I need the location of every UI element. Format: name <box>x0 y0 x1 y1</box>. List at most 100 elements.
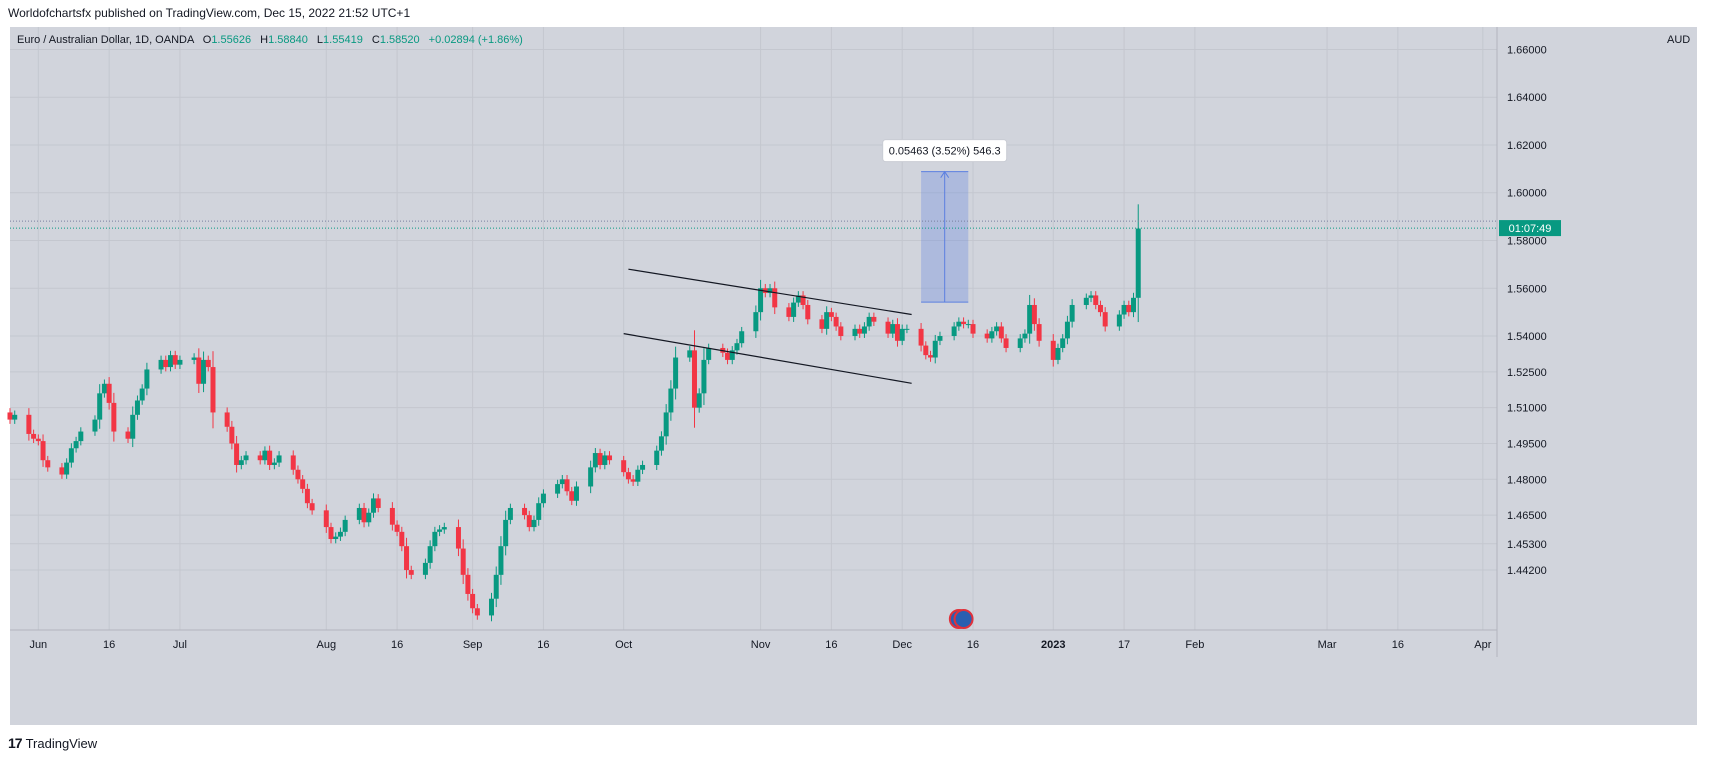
x-tick-label: Sep <box>463 639 483 651</box>
x-tick-label: Oct <box>615 639 632 651</box>
candle-body <box>370 498 376 513</box>
candle-body <box>734 343 740 351</box>
candle-body <box>45 460 51 468</box>
candle-body <box>328 527 334 540</box>
candle-body <box>422 562 428 575</box>
candle-body <box>234 443 240 465</box>
candle-body <box>805 304 811 320</box>
candle-body <box>333 536 339 540</box>
x-tick-label: Aug <box>316 639 336 651</box>
tradingview-logo-icon: 17 <box>8 735 23 751</box>
candle-body <box>12 414 18 420</box>
candle-body <box>555 484 561 494</box>
measure-label-box <box>882 139 1008 163</box>
candle-body <box>828 312 834 317</box>
candle-body <box>493 574 499 599</box>
candle-body <box>196 357 202 384</box>
candle-body <box>640 464 646 470</box>
candle-body <box>97 393 103 420</box>
candle-body <box>1088 295 1094 298</box>
candle-body <box>791 302 797 317</box>
candle-body <box>918 328 924 346</box>
candle-body <box>965 324 971 326</box>
x-tick-label: 16 <box>1392 639 1404 651</box>
candle-body <box>658 436 664 451</box>
candle-body <box>635 469 641 482</box>
chart-area[interactable] <box>10 27 1697 725</box>
high-value: 1.58840 <box>268 34 308 46</box>
candle-body <box>923 345 929 356</box>
candle-body <box>1031 304 1037 325</box>
candle-body <box>68 448 74 463</box>
candle-body <box>427 546 433 563</box>
open-label: O <box>202 34 212 46</box>
candle-body <box>337 531 343 537</box>
candle-body <box>163 359 169 368</box>
candle-body <box>725 352 731 360</box>
high-label: H <box>260 34 269 46</box>
candle-body <box>1097 304 1103 313</box>
candle-body <box>408 570 414 575</box>
candle-body <box>158 359 164 370</box>
x-tick-label: Mar <box>1318 639 1337 651</box>
candle-body <box>833 316 839 327</box>
candle-body <box>59 467 65 475</box>
candle-body <box>597 453 603 465</box>
candle-body <box>210 367 216 413</box>
y-tick-label: 1.58000 <box>1507 235 1547 247</box>
symbol-name[interactable]: Euro / Australian Dollar, 1D, OANDA <box>17 34 194 46</box>
candle-body <box>168 355 174 368</box>
candle-body <box>904 328 910 330</box>
candle-body <box>522 507 528 516</box>
candle-body <box>970 324 976 334</box>
close-label: C <box>371 34 380 46</box>
candle-body <box>573 486 579 501</box>
candle-body <box>1055 347 1061 360</box>
candle-body <box>271 462 277 465</box>
candle-body <box>1126 304 1132 313</box>
candle-body <box>536 503 542 520</box>
channel-trendline <box>623 333 912 384</box>
candle-body <box>607 455 613 461</box>
x-tick-label: 16 <box>391 639 403 651</box>
y-tick-label: 1.54000 <box>1507 331 1547 343</box>
candle-body <box>871 316 877 322</box>
candle-body <box>177 359 183 365</box>
candle-body <box>304 488 310 504</box>
y-tick-label: 1.46500 <box>1507 510 1547 522</box>
candle-body <box>460 548 466 575</box>
candle-body <box>592 453 598 468</box>
candle-body <box>1069 304 1075 322</box>
y-tick-label: 1.66000 <box>1507 44 1547 56</box>
tradingview-logo[interactable]: 17 TradingView <box>8 735 97 751</box>
candle-body <box>1093 295 1099 305</box>
candle-body <box>64 462 70 475</box>
candle-body <box>531 519 537 528</box>
candle-body <box>290 455 296 470</box>
candle-body <box>1131 297 1137 313</box>
x-tick-label: Nov <box>751 639 771 651</box>
y-tick-label: 1.44200 <box>1507 565 1547 577</box>
candle-body <box>540 493 546 504</box>
candle-body <box>1060 338 1066 348</box>
candle-body <box>437 529 443 532</box>
candle-body <box>432 531 438 547</box>
candle-body <box>564 479 570 492</box>
candle-body <box>668 388 674 413</box>
candle-body <box>621 460 627 473</box>
candle-body <box>191 357 197 360</box>
candle-body <box>1050 340 1056 360</box>
x-tick-label: 16 <box>825 639 837 651</box>
candle-body <box>758 288 764 313</box>
candle-body <box>465 574 471 594</box>
candle-body <box>1135 228 1141 298</box>
candle-body <box>106 383 112 403</box>
candle-body <box>786 307 792 317</box>
candle-body <box>404 546 410 571</box>
candle-body <box>276 455 282 463</box>
candle-body <box>989 331 995 339</box>
candle-body <box>323 510 329 528</box>
candle-body <box>1064 321 1070 339</box>
change-value: +0.02894 (+1.86%) <box>428 34 523 46</box>
